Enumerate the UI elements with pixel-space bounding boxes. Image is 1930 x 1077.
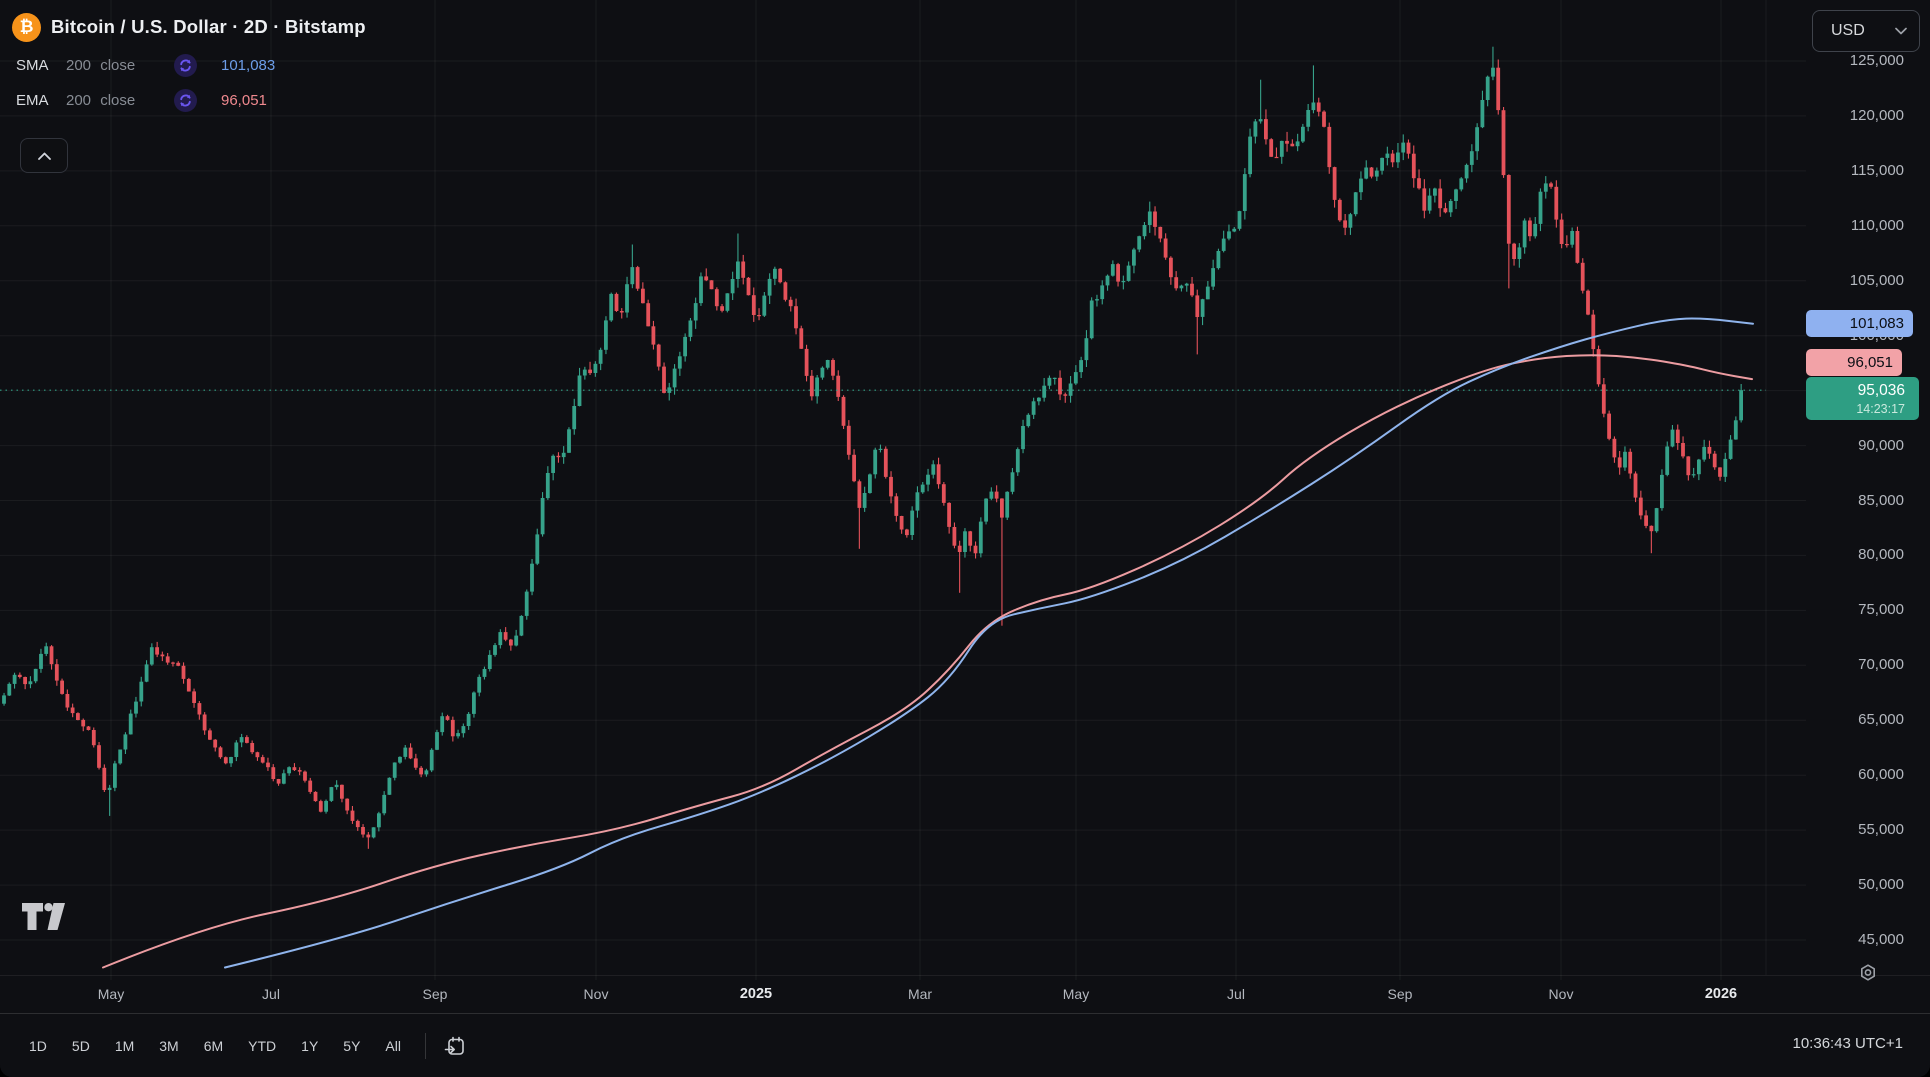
time-axis-label: Sep [1387,986,1413,1002]
price-axis-label: 90,000 [1858,437,1904,454]
range-button-1m[interactable]: 1M [114,1038,135,1054]
indicator-row-ema[interactable]: EMA 200 close 96,051 [16,87,366,114]
range-button-6m[interactable]: 6M [203,1038,224,1054]
price-axis-label: 45,000 [1858,931,1904,948]
price-axis-label: 50,000 [1858,876,1904,893]
price-axis[interactable]: 125,000120,000115,000110,000105,000100,0… [1766,0,1930,1012]
ema-sync-icon[interactable] [174,89,197,112]
chevron-up-icon [37,152,51,160]
range-button-all[interactable]: All [385,1038,401,1054]
ema-label: EMA [16,92,49,109]
legend-collapse-button[interactable] [20,138,68,173]
indicator-row-sma[interactable]: SMA 200 close 101,083 [16,52,366,79]
last-price-value: 95,036 [1857,382,1905,399]
bar-countdown: 14:23:17 [1856,402,1905,416]
toolbar-divider [424,1033,426,1059]
symbol-title: Bitcoin / U.S. Dollar · 2D · Bitstamp [51,16,366,37]
time-axis-label: Mar [907,986,933,1002]
sma-value: 101,083 [221,57,276,74]
calendar-arrow-icon [444,1036,464,1055]
sma-sync-icon[interactable] [174,54,197,77]
range-button-5d[interactable]: 5D [71,1038,90,1054]
go-to-date-button[interactable] [440,1031,470,1061]
tradingview-logo[interactable] [22,903,72,940]
chevron-down-icon [1895,27,1907,35]
time-axis-label: Jul [1227,986,1245,1002]
time-axis-label: May [97,986,125,1002]
last-price-badge: 95,036 14:23:17 [1806,377,1919,420]
price-axis-label: 85,000 [1858,492,1904,509]
price-axis-label: 110,000 [1850,217,1904,234]
ema-value: 96,051 [221,92,267,109]
ema-params: 200 close [66,92,136,109]
time-axis-label: 2025 [739,986,773,1002]
price-axis-label: 55,000 [1858,821,1904,838]
bitcoin-icon: ₿ [12,12,41,42]
price-axis-label: 125,000 [1849,52,1904,69]
time-axis-label: May [1062,986,1090,1002]
symbol-title-row[interactable]: ₿ Bitcoin / U.S. Dollar · 2D · Bitstamp [12,10,366,44]
price-axis-label: 115,000 [1850,162,1904,179]
range-buttons: 1D 5D 1M 3M 6M YTD 1Y 5Y All [20,1031,417,1061]
sma-label: SMA [16,57,49,74]
price-axis-label: 70,000 [1858,656,1904,673]
bottom-toolbar: 1D 5D 1M 3M 6M YTD 1Y 5Y All 10:36:43 UTC+1 [0,1013,1930,1077]
price-axis-label: 60,000 [1858,766,1904,783]
time-axis-label: 2026 [1704,986,1738,1002]
range-button-1y[interactable]: 1Y [301,1038,319,1054]
time-axis-label: Jul [262,986,280,1002]
range-button-1d[interactable]: 1D [29,1038,47,1054]
time-axis-label: Nov [583,986,609,1002]
gridlines [0,0,1806,980]
sma-price-badge: 101,083 [1806,310,1913,337]
price-axis-label: 80,000 [1858,546,1904,563]
currency-dropdown-value: USD [1831,22,1865,39]
ema-price-badge: 96,051 [1806,349,1902,376]
currency-dropdown[interactable]: USD [1812,10,1920,52]
price-axis-label: 120,000 [1849,107,1904,124]
price-axis-label: 105,000 [1849,272,1904,289]
range-button-3m[interactable]: 3M [159,1038,179,1054]
range-button-5y[interactable]: 5Y [343,1038,361,1054]
axis-settings-gear-icon[interactable] [1855,960,1881,986]
price-axis-label: 75,000 [1858,601,1904,618]
chart-legend: ₿ Bitcoin / U.S. Dollar · 2D · Bitstamp … [12,10,366,114]
sma-params: 200 close [66,57,136,74]
time-axis-label: Nov [1548,986,1574,1002]
time-axis[interactable]: May Jul Sep Nov 2025 Mar May Jul Sep Nov 2026 [0,975,1930,1013]
clock-timezone[interactable]: 10:36:43 UTC+1 [1792,1035,1904,1052]
price-axis-label: 65,000 [1858,711,1904,728]
candlesticks [2,46,1743,849]
sma-line[interactable] [224,317,1754,969]
ema-line[interactable] [102,354,1753,969]
time-axis-label: Sep [422,986,448,1002]
range-button-ytd[interactable]: YTD [248,1038,277,1054]
